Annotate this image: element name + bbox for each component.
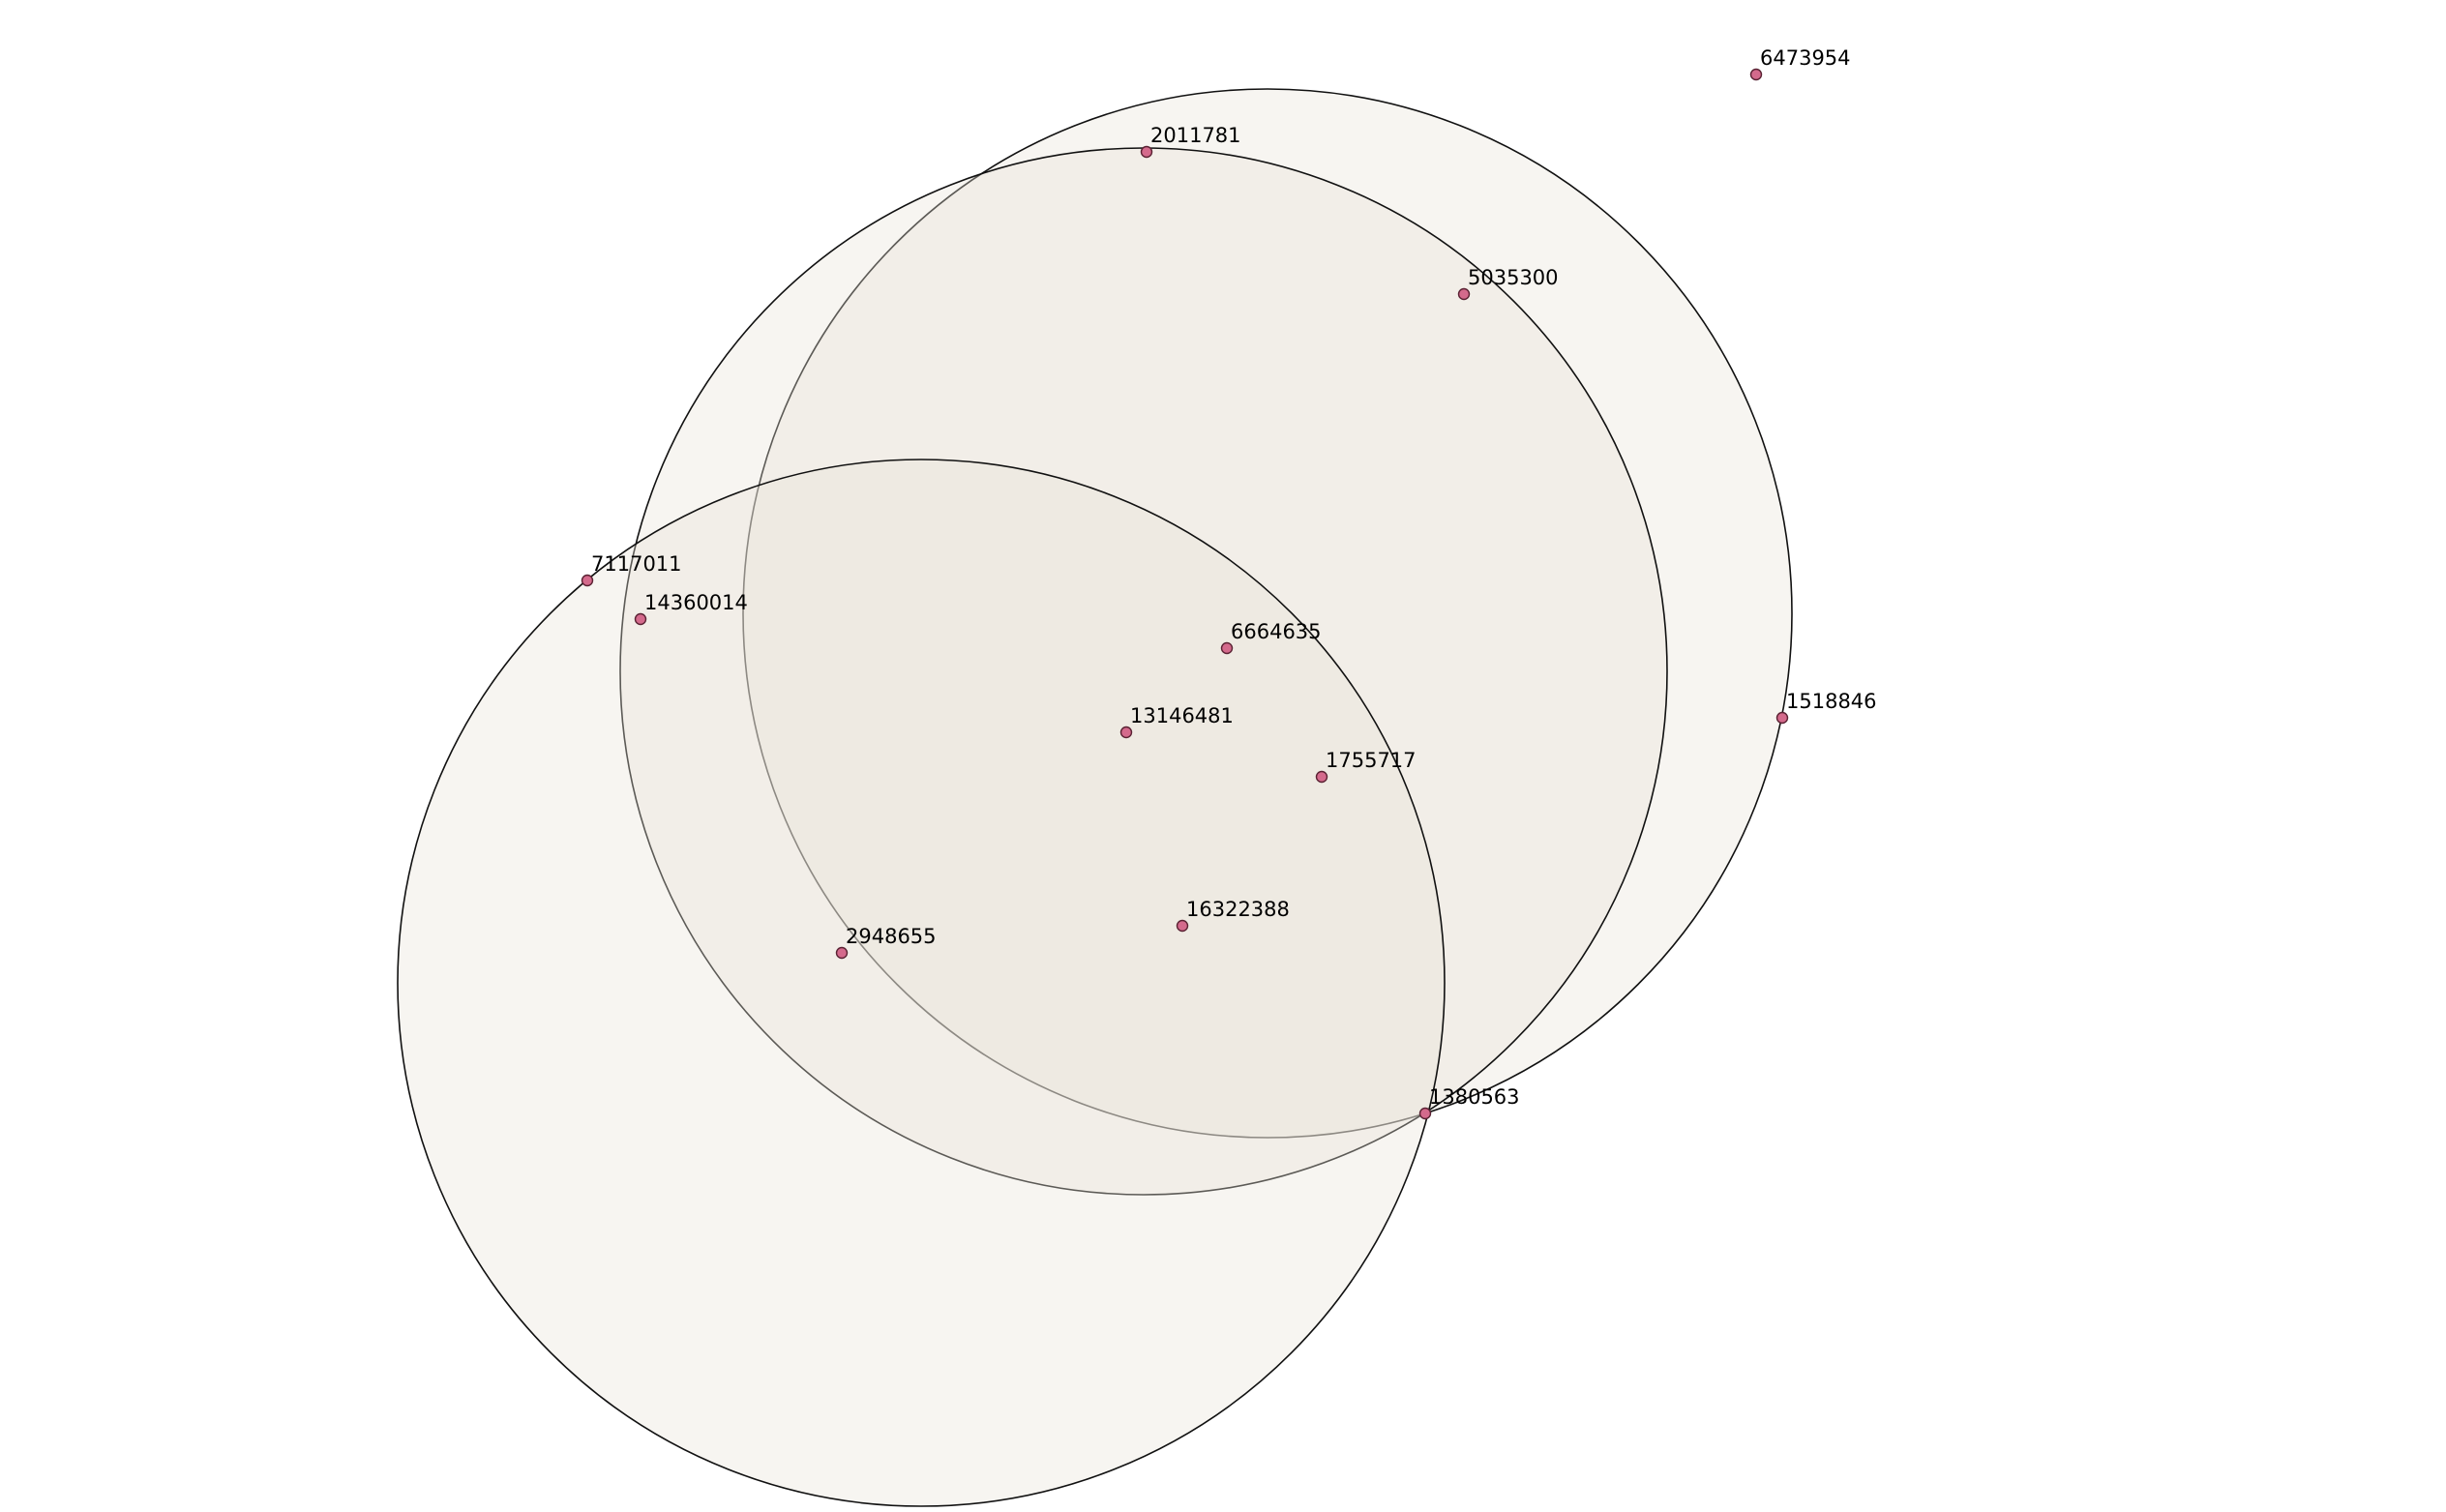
set-circle-upper-right xyxy=(742,88,1793,1139)
set-circle-lower-left xyxy=(397,459,1446,1507)
data-point-label: 1518846 xyxy=(1786,690,1877,713)
data-point: 2011781 xyxy=(1140,124,1241,159)
data-point: 1380563 xyxy=(1418,1085,1520,1120)
data-point-marker xyxy=(634,612,647,626)
data-point: 2948655 xyxy=(835,925,937,960)
data-point-marker xyxy=(1140,145,1153,159)
data-point: 16322388 xyxy=(1176,898,1290,933)
data-point-marker xyxy=(1775,711,1789,725)
data-point: 5035300 xyxy=(1457,266,1559,301)
data-point-label: 2011781 xyxy=(1150,124,1241,147)
data-points: 6473954 2011781 5035300 7117011 14360014 6664… xyxy=(581,46,1877,1120)
data-point-label: 1755717 xyxy=(1326,749,1417,772)
data-point-label: 14360014 xyxy=(644,591,748,614)
data-point: 13146481 xyxy=(1119,704,1234,739)
data-point: 1755717 xyxy=(1315,749,1417,784)
set-circles xyxy=(397,88,1793,1507)
data-point-marker xyxy=(1315,770,1328,784)
data-point: 6473954 xyxy=(1749,46,1851,81)
data-point-label: 6664635 xyxy=(1231,620,1322,643)
data-point-marker xyxy=(835,946,849,960)
data-point: 6664635 xyxy=(1220,620,1322,655)
data-point-marker xyxy=(1418,1107,1432,1120)
data-point-label: 2948655 xyxy=(846,925,937,948)
data-point-marker xyxy=(1749,68,1763,81)
data-point-marker xyxy=(1220,641,1234,655)
data-point-marker xyxy=(581,574,594,587)
data-point: 7117011 xyxy=(581,552,682,587)
data-point-marker xyxy=(1176,919,1189,933)
data-point-label: 7117011 xyxy=(591,552,682,576)
data-point-label: 1380563 xyxy=(1429,1085,1520,1109)
data-point: 1518846 xyxy=(1775,690,1877,725)
data-point-label: 5035300 xyxy=(1468,266,1559,289)
data-point-marker xyxy=(1119,726,1133,739)
data-point-label: 16322388 xyxy=(1186,898,1290,921)
data-point-label: 13146481 xyxy=(1130,704,1234,727)
data-point-label: 6473954 xyxy=(1760,46,1851,70)
data-point-marker xyxy=(1457,287,1471,301)
data-point: 14360014 xyxy=(634,591,748,626)
